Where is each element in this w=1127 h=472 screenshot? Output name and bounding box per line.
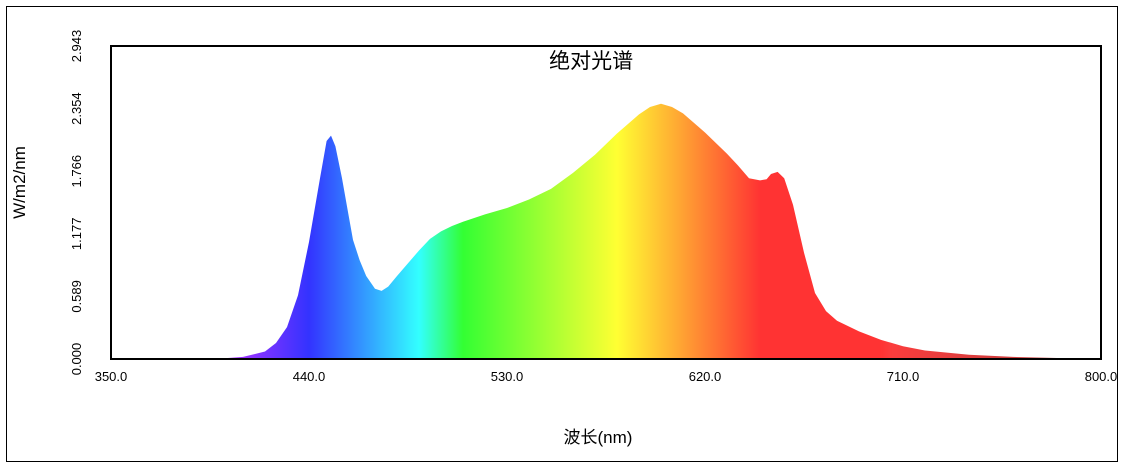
x-axis-ticks: 350.0 440.0 530.0 620.0 710.0 800.0	[95, 369, 1118, 384]
x-axis-label: 波长(nm)	[564, 428, 633, 447]
y-tick-label: 2.943	[69, 30, 84, 63]
x-tick-label: 440.0	[293, 369, 326, 384]
y-tick-label: 1.766	[69, 155, 84, 188]
spectrum-area	[111, 103, 1101, 359]
y-axis-ticks: 0.000 0.589 1.177 1.766 2.354 2.943	[69, 30, 84, 376]
spectrum-area-layer	[111, 103, 1101, 359]
x-tick-label: 800.0	[1085, 369, 1118, 384]
plot-area-border	[110, 45, 1102, 360]
y-tick-label: 0.589	[69, 280, 84, 313]
chart-title: 绝对光谱	[549, 49, 633, 73]
y-tick-label: 1.177	[69, 218, 84, 251]
y-axis-label: W/m2/nm	[10, 146, 29, 219]
x-tick-label: 710.0	[887, 369, 920, 384]
spectrum-chart: 绝对光谱 350.0 440.0 530.0 620.0 710.0 800.0 0.00…	[10, 30, 1118, 447]
chart-frame: 绝对光谱 350.0 440.0 530.0 620.0 710.0 800.0 0.00…	[6, 6, 1118, 462]
x-tick-label: 620.0	[689, 369, 722, 384]
y-tick-label: 0.000	[69, 343, 84, 376]
x-tick-label: 530.0	[491, 369, 524, 384]
y-tick-label: 2.354	[69, 92, 84, 125]
x-tick-label: 350.0	[95, 369, 128, 384]
